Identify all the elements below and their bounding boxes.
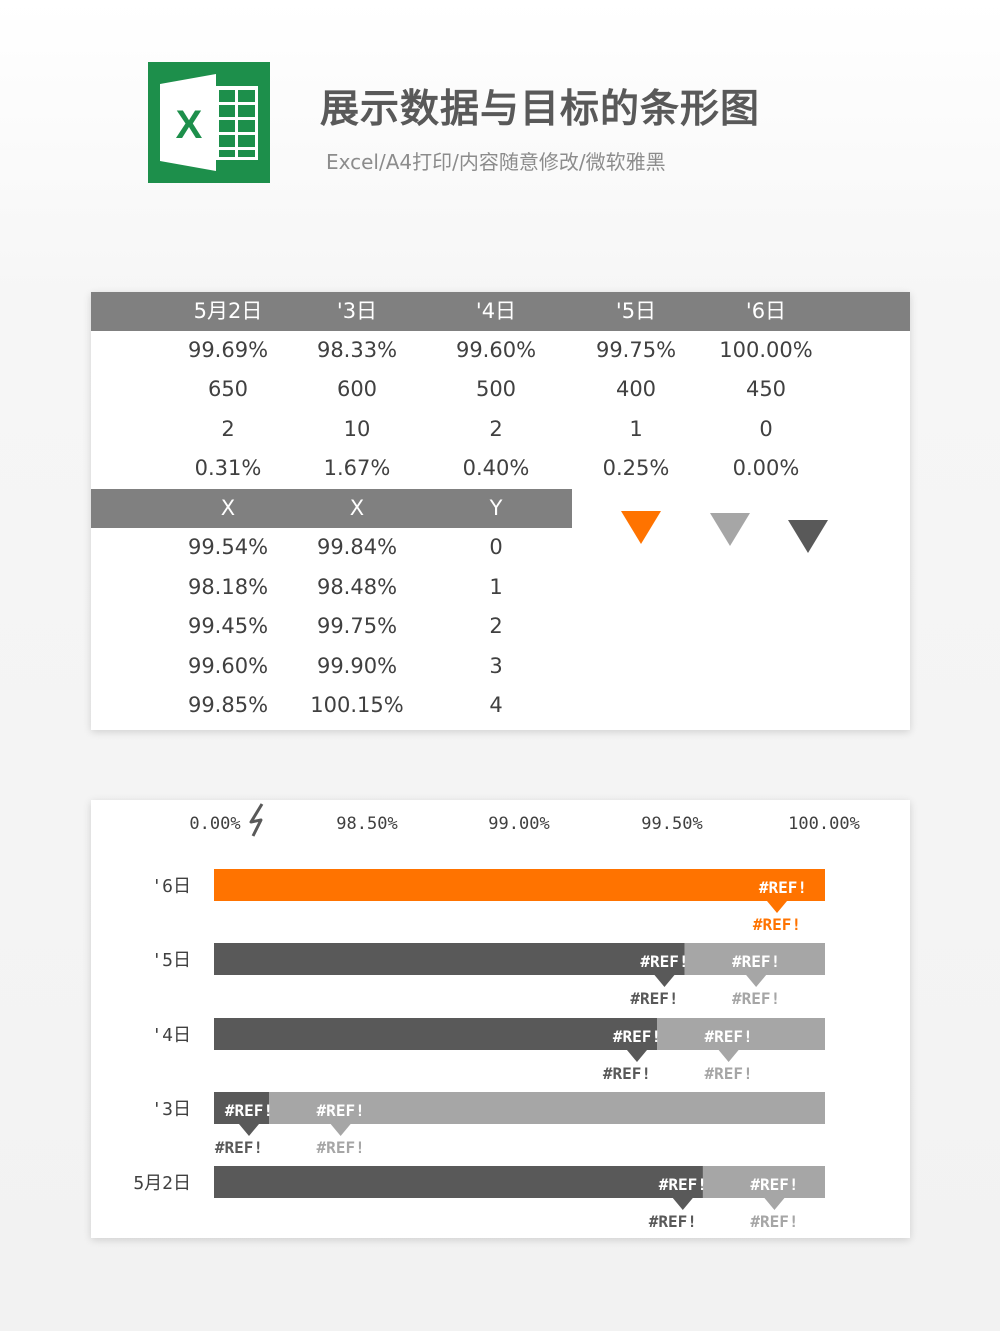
data-label: #REF! — [759, 878, 807, 897]
data-label: #REF! — [603, 1064, 651, 1083]
column-header: '5日 — [615, 299, 657, 323]
bar-chart-svg: 0.00% 98.50% 99.00% 99.50% 100.00% '6日 #REF! #R… — [133, 803, 860, 1231]
axis-break-icon — [249, 803, 264, 837]
svg-text:X: X — [176, 103, 203, 147]
table-cell: 3 — [489, 654, 503, 678]
data-label: #REF! — [317, 1138, 365, 1157]
table-cell: 98.18% — [187, 575, 269, 599]
table-cell: 99.54% — [187, 535, 269, 559]
dark-gray-down-triangle-marker — [238, 1124, 259, 1136]
table-cell: 99.45% — [187, 614, 269, 638]
light-gray-down-triangle-marker — [764, 1198, 785, 1210]
table-cell: 4 — [489, 693, 503, 717]
bar-segment — [214, 869, 825, 901]
data-label: #REF! — [640, 952, 688, 971]
dark-gray-down-triangle-icon — [788, 520, 828, 553]
table-cell: 1.67% — [323, 456, 391, 480]
x-tick-label: 98.50% — [336, 814, 397, 834]
sub-table-header-row: X X Y — [91, 489, 572, 528]
table-cell: 99.85% — [187, 693, 269, 717]
data-label: #REF! — [215, 1138, 263, 1157]
bar-segment — [214, 1018, 657, 1050]
column-header: '6日 — [745, 299, 787, 323]
excel-logo-icon: X — [148, 62, 270, 183]
category-label: '4日 — [151, 1025, 191, 1046]
data-label: #REF! — [750, 1175, 798, 1194]
sub-column-header: Y — [489, 496, 503, 520]
table-cell: 0.00% — [732, 456, 800, 480]
data-label: #REF! — [225, 1101, 273, 1120]
column-header: 5月2日 — [193, 299, 263, 323]
table-cell: 400 — [615, 377, 657, 401]
light-gray-down-triangle-marker — [746, 975, 767, 987]
bar-chart: 0.00% 98.50% 99.00% 99.50% 100.00% '6日 #REF! #R… — [91, 800, 910, 1238]
table-cell: 450 — [745, 377, 787, 401]
table-cell: 2 — [489, 417, 503, 441]
table-cell: 2 — [221, 417, 235, 441]
table-cell: 600 — [336, 377, 378, 401]
table-cell: 99.90% — [316, 654, 398, 678]
table-cell: 0 — [759, 417, 773, 441]
data-label: #REF! — [705, 1027, 753, 1046]
table-cell: 500 — [475, 377, 517, 401]
table-cell: 100.15% — [310, 693, 404, 717]
table-cell: 99.60% — [455, 338, 537, 362]
data-label: #REF! — [732, 989, 780, 1008]
data-label: #REF! — [659, 1175, 707, 1194]
sub-column-header: X — [220, 496, 236, 520]
table-cell: 98.48% — [316, 575, 398, 599]
bar-segment — [214, 1166, 703, 1198]
x-tick-label: 99.00% — [488, 814, 549, 834]
table-cell: 1 — [629, 417, 643, 441]
data-label: #REF! — [753, 915, 801, 934]
table-cell: 2 — [489, 614, 503, 638]
table-cell: 10 — [343, 417, 371, 441]
table-cell: 0.25% — [602, 456, 670, 480]
x-tick-label: 100.00% — [788, 814, 860, 834]
column-header: '3日 — [336, 299, 378, 323]
x-tick-label: 0.00% — [189, 814, 240, 834]
data-label: #REF! — [317, 1101, 365, 1120]
data-label: #REF! — [750, 1212, 798, 1231]
table-cell: 1 — [489, 575, 503, 599]
light-gray-down-triangle-icon — [710, 513, 750, 546]
table-cell: 99.75% — [316, 614, 398, 638]
table-cell: 98.33% — [316, 338, 398, 362]
table-cell: 100.00% — [719, 338, 813, 362]
dark-gray-down-triangle-marker — [626, 1050, 647, 1062]
table-cell: 0.31% — [194, 456, 262, 480]
bar-segment — [214, 1092, 269, 1124]
table-cell: 99.75% — [595, 338, 677, 362]
data-label: #REF! — [630, 989, 678, 1008]
data-label: #REF! — [649, 1212, 697, 1231]
data-label: #REF! — [732, 952, 780, 971]
category-label: '5日 — [151, 950, 191, 971]
table-cell: 99.60% — [187, 654, 269, 678]
category-label: 5月2日 — [133, 1173, 191, 1194]
data-label: #REF! — [613, 1027, 661, 1046]
page-subtitle: Excel/A4打印/内容随意修改/微软雅黑 — [326, 150, 666, 174]
dark-gray-down-triangle-marker — [654, 975, 675, 987]
data-label: #REF! — [705, 1064, 753, 1083]
light-gray-down-triangle-marker — [718, 1050, 739, 1062]
x-tick-label: 99.50% — [641, 814, 702, 834]
sub-column-header: X — [349, 496, 365, 520]
table-cell: 0 — [489, 535, 503, 559]
category-label: '3日 — [151, 1099, 191, 1120]
bar-segment — [214, 943, 685, 975]
table-cell: 99.84% — [316, 535, 398, 559]
table-cell: 650 — [207, 377, 249, 401]
column-header: '4日 — [475, 299, 517, 323]
table-header-row: 5月2日 '3日 '4日 '5日 '6日 — [91, 292, 910, 331]
orange-down-triangle-marker — [767, 901, 787, 913]
table-cell: 0.40% — [462, 456, 530, 480]
page-title: 展示数据与目标的条形图 — [320, 87, 761, 132]
dark-gray-down-triangle-marker — [672, 1198, 693, 1210]
orange-down-triangle-icon — [621, 511, 661, 544]
bar-segment — [214, 1092, 825, 1124]
light-gray-down-triangle-marker — [330, 1124, 351, 1136]
data-table: 5月2日 '3日 '4日 '5日 '6日 99.69% 98.33% 99.60… — [91, 292, 910, 730]
category-label: '6日 — [151, 876, 191, 897]
table-cell: 99.69% — [187, 338, 269, 362]
